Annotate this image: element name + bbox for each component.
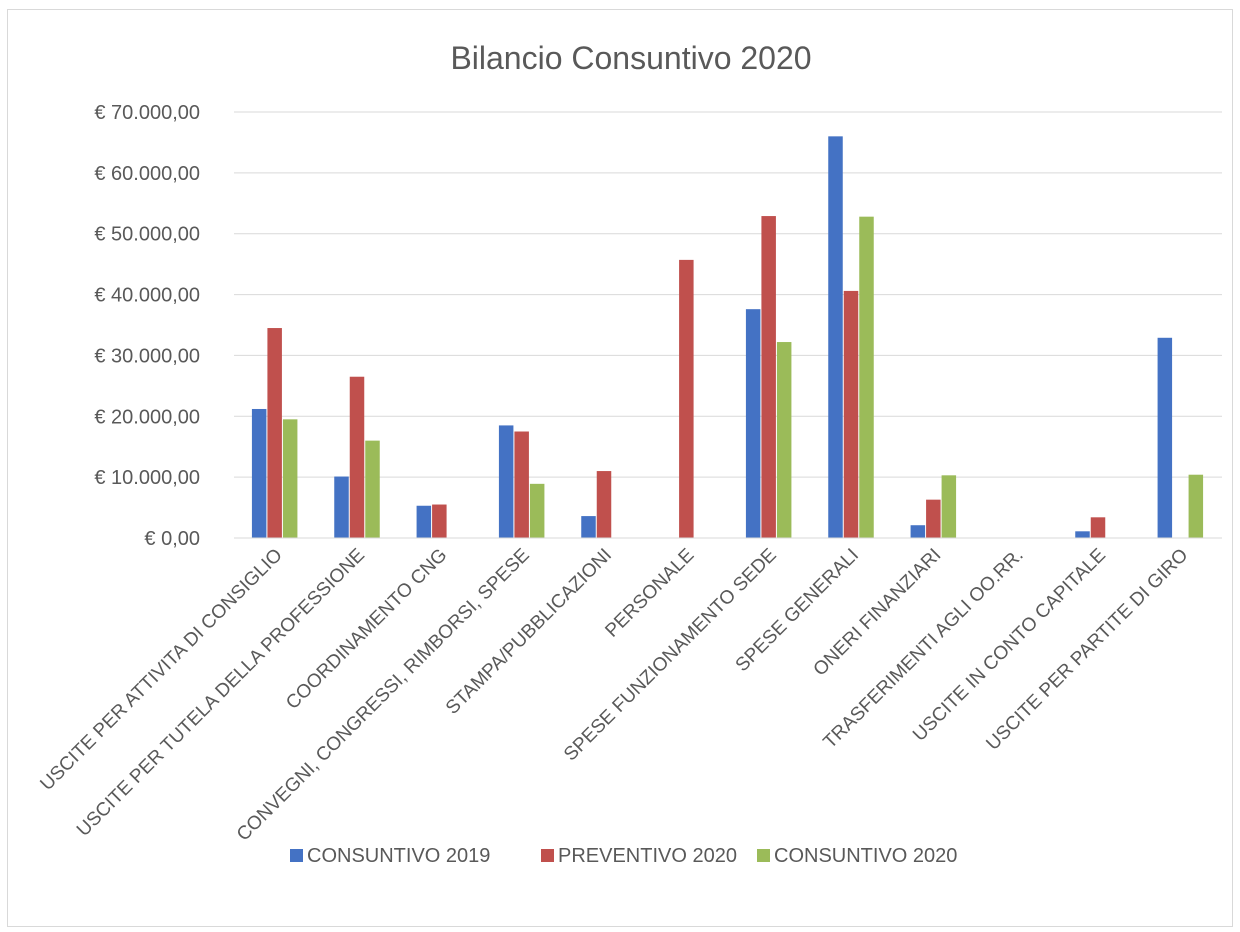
- legend-label: CONSUNTIVO 2019: [307, 845, 490, 867]
- bar: [596, 471, 612, 538]
- x-tick-label: STAMPA/PUBBLICAZIONI: [442, 545, 616, 719]
- legend-swatch: [290, 849, 303, 862]
- bar: [514, 431, 529, 538]
- x-tick-label: CONVEGNI, CONGRESSI, RIMBORSI, SPESE: [233, 545, 534, 846]
- bar: [416, 505, 432, 538]
- y-tick-label: € 70.000,00: [94, 102, 200, 124]
- bar: [843, 290, 859, 538]
- bar-chart: Bilancio Consuntivo 2020 € 0,00 € 10.000,…: [36, 40, 1222, 867]
- bar: [679, 259, 694, 538]
- x-tick-label: USCITE PER TUTELA DELLA PROFESSIONE: [73, 545, 369, 841]
- bar: [941, 475, 957, 538]
- bar: [1188, 474, 1204, 538]
- legend-label: PREVENTIVO 2020: [558, 845, 737, 867]
- bar: [334, 476, 349, 538]
- y-tick-label: € 10.000,00: [94, 467, 200, 489]
- bar: [1090, 517, 1106, 538]
- bar: [432, 504, 447, 538]
- bars: [251, 136, 1204, 538]
- bar: [251, 408, 267, 538]
- y-tick-label: € 40.000,00: [94, 285, 200, 307]
- bar: [282, 419, 298, 538]
- y-axis-ticks: € 0,00 € 10.000,00 € 20.000,00 € 30.000,00 €…: [94, 102, 200, 550]
- legend-swatch: [541, 849, 554, 862]
- y-tick-label: € 30.000,00: [94, 345, 200, 367]
- y-tick-label: € 20.000,00: [94, 406, 200, 428]
- bar: [1075, 531, 1090, 538]
- gridlines: [234, 111, 1222, 478]
- bar: [1157, 337, 1173, 538]
- chart-frame: Bilancio Consuntivo 2020 € 0,00 € 10.000,…: [7, 9, 1233, 927]
- bar: [761, 216, 776, 538]
- bar: [828, 136, 843, 538]
- chart-title: Bilancio Consuntivo 2020: [450, 40, 811, 76]
- bar: [745, 309, 761, 538]
- bar: [365, 440, 380, 538]
- bar: [859, 216, 874, 538]
- legend-item: CONSUNTIVO 2020: [757, 845, 957, 867]
- legend: CONSUNTIVO 2019 PREVENTIVO 2020 CONSUNTIVO…: [290, 845, 957, 867]
- legend-item: PREVENTIVO 2020: [541, 845, 737, 867]
- y-tick-label: € 60.000,00: [94, 163, 200, 185]
- y-tick-label: € 50.000,00: [94, 224, 200, 246]
- legend-swatch: [757, 849, 770, 862]
- bar: [776, 342, 792, 538]
- bar: [926, 499, 941, 538]
- legend-label: CONSUNTIVO 2020: [774, 845, 957, 867]
- y-tick-label: € 0,00: [144, 528, 200, 550]
- bar: [529, 483, 545, 538]
- legend-item: CONSUNTIVO 2019: [290, 845, 490, 867]
- x-tick-label: COORDINAMENTO CNG: [282, 545, 451, 714]
- bar: [349, 376, 365, 538]
- bar: [581, 516, 596, 538]
- bar: [498, 425, 514, 538]
- bar: [910, 525, 926, 538]
- bar: [267, 328, 282, 538]
